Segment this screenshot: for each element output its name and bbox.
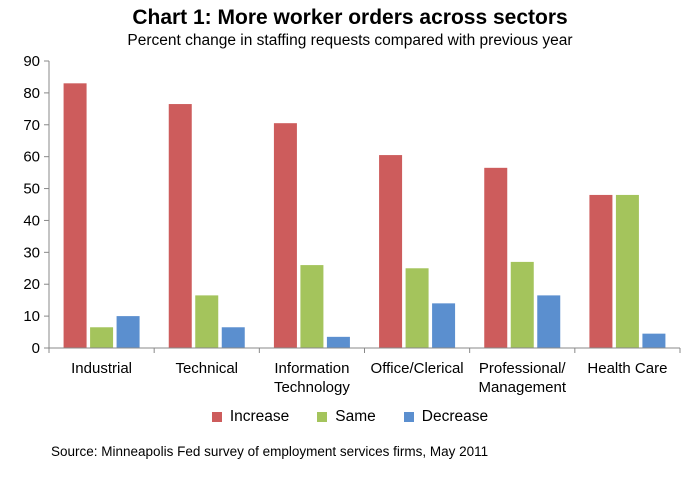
legend-label-same: Same xyxy=(335,408,376,425)
x-category-label: Information xyxy=(274,360,349,377)
bar-increase-0 xyxy=(63,83,87,349)
bar-same-5 xyxy=(615,194,639,348)
chart-title: Chart 1: More worker orders across secto… xyxy=(132,6,568,29)
y-tick-label: 70 xyxy=(23,117,40,134)
legend-swatch-increase xyxy=(211,412,222,422)
legend: Increase Same Decrease xyxy=(0,408,700,426)
bar-decrease-5 xyxy=(642,333,666,348)
bar-increase-4 xyxy=(484,167,508,348)
x-category-label: Professional/ xyxy=(479,360,567,377)
legend-label-decrease: Decrease xyxy=(421,408,489,425)
x-axis: Industrial Technical Information Technology… xyxy=(48,347,681,396)
y-tick-label: 80 xyxy=(23,85,40,102)
y-tick-label: 20 xyxy=(23,276,40,293)
bar-increase-2 xyxy=(273,123,297,348)
y-tick-label: 30 xyxy=(23,244,40,261)
bar-increase-5 xyxy=(589,194,613,348)
x-category-label: Management xyxy=(478,379,566,396)
source-note: Source: Minneapolis Fed survey of employ… xyxy=(51,444,489,459)
x-category-label: Office/Clerical xyxy=(371,360,464,377)
y-tick-label: 50 xyxy=(23,181,40,198)
bar-same-4 xyxy=(510,261,534,348)
bar-decrease-3 xyxy=(432,303,456,348)
y-tick-label: 40 xyxy=(23,212,40,229)
y-tick-label: 10 xyxy=(23,308,40,325)
x-category-label: Health Care xyxy=(587,360,667,377)
y-axis: 0 10 20 30 40 50 60 70 80 90 xyxy=(23,53,50,357)
legend-swatch-decrease xyxy=(403,412,414,422)
chart-subtitle: Percent change in staffing requests comp… xyxy=(127,32,573,49)
bar-decrease-2 xyxy=(326,336,350,348)
bar-increase-1 xyxy=(168,104,192,348)
bar-decrease-4 xyxy=(537,295,561,348)
bar-same-0 xyxy=(90,327,114,348)
legend-label-increase: Increase xyxy=(229,408,290,425)
bar-same-1 xyxy=(195,295,219,348)
x-category-label: Industrial xyxy=(71,360,132,377)
bar-same-3 xyxy=(405,268,429,348)
bar-same-2 xyxy=(300,265,324,348)
legend-item-same: Same xyxy=(317,408,376,426)
bar-increase-3 xyxy=(379,155,403,348)
x-category-label: Technical xyxy=(175,360,238,377)
bar-decrease-1 xyxy=(221,327,245,348)
legend-item-decrease: Decrease xyxy=(403,408,489,426)
y-tick-label: 90 xyxy=(23,53,40,70)
bar-decrease-0 xyxy=(116,316,140,348)
bars xyxy=(63,83,666,349)
legend-swatch-same xyxy=(317,412,328,422)
y-tick-label: 0 xyxy=(32,340,40,357)
y-tick-label: 60 xyxy=(23,149,40,166)
x-category-label: Technology xyxy=(274,379,350,396)
legend-item-increase: Increase xyxy=(211,408,290,426)
